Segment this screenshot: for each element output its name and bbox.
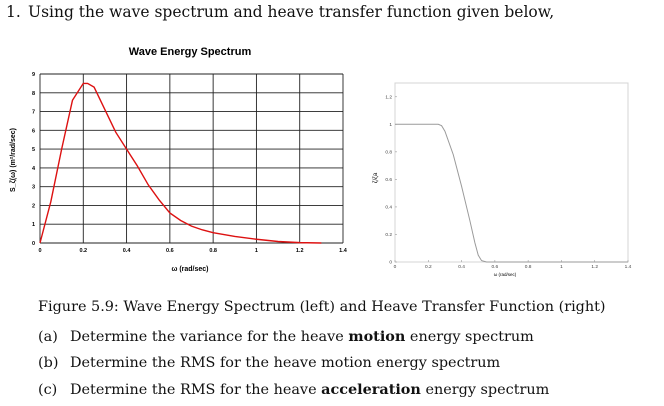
y-tick-label: 6 [32,128,35,134]
part-emphasis: motion [348,328,406,345]
x-tick-label: 0 [394,264,397,270]
x-tick-label: 0.8 [525,264,532,270]
y-tick-label: 1.2 [385,94,392,100]
y-tick-label: 3 [32,185,35,191]
y-tick-label: 0.8 [385,149,392,155]
tick-labels: 0 0.2 0.4 0.6 0.8 1 1.2 1.4 0 1 2 3 4 5 6 7 8 9 [32,72,348,254]
x-tick-label: 1 [560,264,563,270]
y-tick-label: 0.6 [385,177,392,183]
part-text-end: energy spectrum [405,329,534,345]
y-tick-label: 2 [32,203,35,209]
x-tick-label: 1 [255,248,258,254]
part-emphasis: acceleration [321,381,421,398]
grid [39,73,344,244]
y-tick-label: 1 [389,122,392,128]
y-tick-label: 1 [32,222,35,228]
part-b: (b) Determine the RMS for the heave motio… [38,355,500,371]
frame-border [394,82,629,263]
y-axis-label: ζ/ζa [373,172,379,183]
x-tick-label: 0.6 [492,264,499,270]
x-tick-label: 1.2 [296,248,304,254]
part-text: Determine the RMS for the heave motion e… [70,355,501,371]
part-label: (c) [38,382,58,398]
x-tick-label: 1.2 [591,264,598,270]
x-axis-label: ω (rad/sec) [171,266,208,273]
y-tick-label: 5 [32,147,35,153]
x-axis-label: ω (rad/sec) [494,272,517,277]
plot-frame [394,82,629,263]
part-text: Determine the variance for the heave [70,329,349,345]
y-tick-label: 0 [32,241,35,247]
x-tick-label: 0.6 [166,248,174,254]
heave-transfer-function-chart: ζ/ζa ω (rad/sec) 0 0.2 0.4 0.6 0.8 1 1.2 1.4 0 0.… [373,82,632,277]
x-tick-label: 0.2 [79,248,87,254]
wave-energy-spectrum-chart: Wave Energy Spectrum S_ζ(ω) (m²/rad/sec)… [10,46,348,273]
question-number: 1. [6,3,21,21]
y-tick-label: 4 [32,166,36,172]
y-tick-label: 0 [389,260,392,266]
x-tick-label: 0.4 [123,248,132,254]
part-label: (a) [38,329,58,345]
x-tick-label: 1.4 [625,264,632,270]
tick-labels: 0 0.2 0.4 0.6 0.8 1 1.2 1.4 0 0.2 0.4 0.6 0.8 1 1.2 [385,94,631,270]
transfer-series-line [395,123,628,263]
x-tick-label: 0.2 [425,264,432,270]
x-tick-label: 1.4 [339,248,348,254]
y-tick-label: 9 [32,72,35,78]
chart-title: Wave Energy Spectrum [129,46,252,58]
y-tick-label: 0.2 [385,232,392,238]
spectrum-series-line [39,82,322,244]
x-tick-label: 0.8 [209,248,217,254]
x-tick-label: 0 [38,248,41,254]
part-a: (a) Determine the variance for the heave … [38,328,534,345]
y-tick-label: 8 [32,91,35,97]
question-text: 1. Using the wave spectrum and heave tran… [6,3,554,21]
y-tick-label: 7 [32,110,35,116]
y-axis-label: S_ζ(ω) (m²/rad/sec) [10,128,17,192]
part-text: Determine the RMS for the heave [70,382,322,398]
figure-caption: Figure 5.9: Wave Energy Spectrum (left) … [38,299,606,315]
question-body: Using the wave spectrum and heave transf… [28,3,555,21]
x-tick-label: 0.4 [458,264,465,270]
part-text-end: energy spectrum [420,382,550,398]
part-c: (c) Determine the RMS for the heave accel… [38,381,549,398]
y-tick-label: 0.4 [385,204,392,210]
part-label: (b) [38,355,59,371]
